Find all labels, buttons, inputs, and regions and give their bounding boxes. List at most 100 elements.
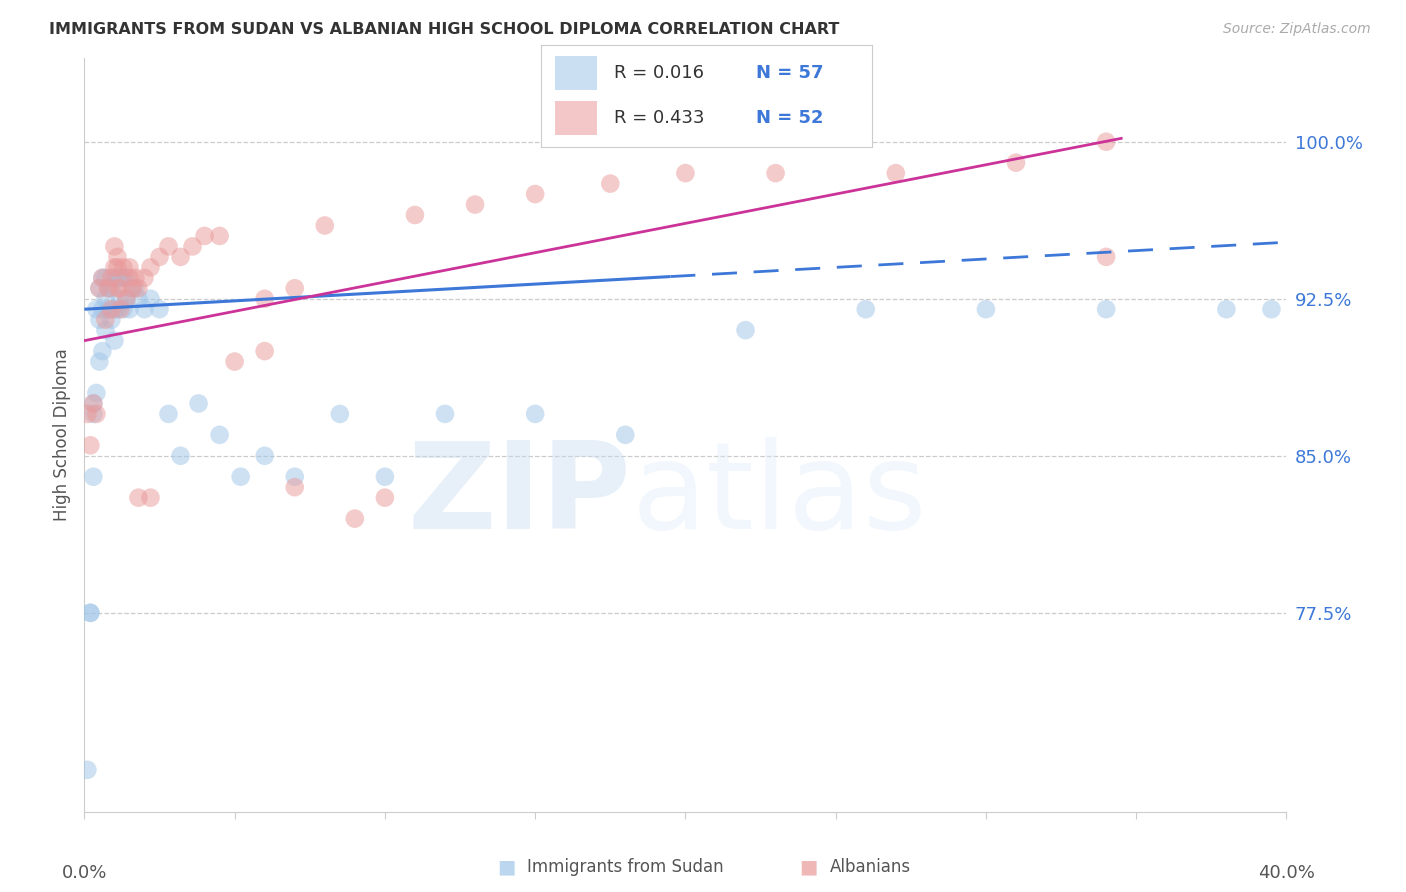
Point bbox=[127, 281, 149, 295]
Point bbox=[314, 219, 336, 233]
Point bbox=[121, 281, 143, 295]
Point bbox=[524, 407, 547, 421]
Point bbox=[103, 334, 125, 348]
Text: Source: ZipAtlas.com: Source: ZipAtlas.com bbox=[1223, 22, 1371, 37]
Point bbox=[112, 302, 135, 317]
Point bbox=[79, 606, 101, 620]
Text: IMMIGRANTS FROM SUDAN VS ALBANIAN HIGH SCHOOL DIPLOMA CORRELATION CHART: IMMIGRANTS FROM SUDAN VS ALBANIAN HIGH S… bbox=[49, 22, 839, 37]
Point bbox=[229, 469, 252, 483]
Point bbox=[112, 270, 135, 285]
Point bbox=[97, 281, 120, 295]
Point bbox=[82, 469, 104, 483]
Point bbox=[194, 229, 217, 244]
Y-axis label: High School Diploma: High School Diploma bbox=[53, 349, 72, 521]
Point bbox=[765, 166, 787, 180]
Point bbox=[94, 323, 117, 337]
Point bbox=[82, 407, 104, 421]
Point bbox=[139, 260, 162, 275]
Text: ■: ■ bbox=[799, 857, 818, 877]
Point bbox=[284, 281, 307, 295]
Bar bbox=[554, 56, 598, 90]
Point bbox=[107, 270, 129, 285]
Point bbox=[94, 292, 117, 306]
Point bbox=[124, 270, 146, 285]
Point bbox=[1095, 302, 1118, 317]
Point bbox=[110, 302, 132, 317]
Point bbox=[124, 281, 146, 295]
Point bbox=[110, 281, 132, 295]
Point bbox=[100, 281, 122, 295]
Point bbox=[253, 344, 276, 359]
Point bbox=[79, 606, 101, 620]
Point bbox=[224, 354, 246, 368]
Text: R = 0.433: R = 0.433 bbox=[614, 109, 704, 127]
Point bbox=[89, 281, 111, 295]
Point bbox=[103, 260, 125, 275]
Point bbox=[107, 260, 129, 275]
Point bbox=[94, 312, 117, 326]
Point bbox=[157, 407, 180, 421]
Point bbox=[374, 469, 396, 483]
Text: atlas: atlas bbox=[631, 437, 927, 554]
Point bbox=[404, 208, 426, 222]
Point bbox=[115, 292, 138, 306]
Point bbox=[157, 239, 180, 253]
Point bbox=[100, 270, 122, 285]
Text: Albanians: Albanians bbox=[830, 858, 911, 876]
Point bbox=[181, 239, 204, 253]
Point bbox=[1095, 250, 1118, 264]
Point bbox=[97, 302, 120, 317]
Text: 40.0%: 40.0% bbox=[1258, 864, 1315, 882]
Point bbox=[110, 270, 132, 285]
Point bbox=[253, 292, 276, 306]
Text: ZIP: ZIP bbox=[408, 437, 631, 554]
Text: 0.0%: 0.0% bbox=[62, 864, 107, 882]
Point bbox=[524, 187, 547, 202]
Point bbox=[103, 302, 125, 317]
Point bbox=[91, 302, 114, 317]
Point bbox=[82, 396, 104, 410]
Point bbox=[464, 197, 486, 211]
Point bbox=[139, 292, 162, 306]
Point bbox=[115, 292, 138, 306]
Point bbox=[284, 480, 307, 494]
Text: N = 57: N = 57 bbox=[756, 64, 824, 82]
Point bbox=[1215, 302, 1237, 317]
Point bbox=[118, 270, 141, 285]
Point bbox=[855, 302, 877, 317]
Point bbox=[139, 491, 162, 505]
Point bbox=[86, 386, 108, 401]
Point bbox=[103, 270, 125, 285]
Bar bbox=[554, 101, 598, 135]
Point bbox=[884, 166, 907, 180]
Point bbox=[253, 449, 276, 463]
Point bbox=[675, 166, 697, 180]
Point bbox=[148, 302, 170, 317]
Point bbox=[107, 281, 129, 295]
Point bbox=[127, 292, 149, 306]
Point bbox=[284, 469, 307, 483]
Point bbox=[91, 270, 114, 285]
Point bbox=[89, 312, 111, 326]
Point bbox=[115, 270, 138, 285]
Point bbox=[208, 428, 231, 442]
Point bbox=[100, 302, 122, 317]
Point bbox=[103, 239, 125, 253]
Point bbox=[91, 344, 114, 359]
Point bbox=[374, 491, 396, 505]
Point bbox=[127, 491, 149, 505]
Point bbox=[76, 763, 98, 777]
Point bbox=[1005, 155, 1028, 169]
Point bbox=[97, 281, 120, 295]
Point bbox=[187, 396, 209, 410]
Point bbox=[86, 302, 108, 317]
Point bbox=[208, 229, 231, 244]
Text: R = 0.016: R = 0.016 bbox=[614, 64, 704, 82]
Point bbox=[599, 177, 621, 191]
Point bbox=[734, 323, 756, 337]
Point bbox=[112, 260, 135, 275]
Point bbox=[614, 428, 637, 442]
Point bbox=[134, 302, 156, 317]
Point bbox=[107, 302, 129, 317]
Point bbox=[148, 250, 170, 264]
